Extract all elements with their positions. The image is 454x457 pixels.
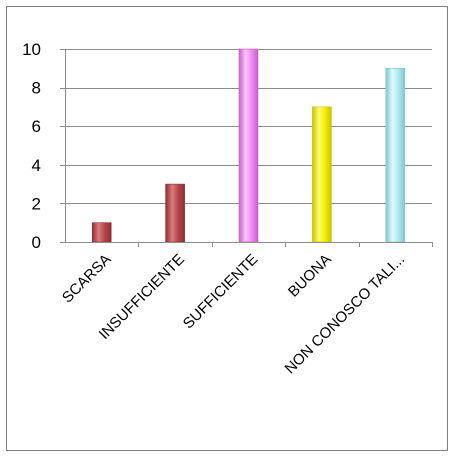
bar-4 xyxy=(385,68,406,243)
y-tick-label: 0 xyxy=(32,233,41,252)
bar-0 xyxy=(91,222,112,243)
y-tick-label: 6 xyxy=(32,117,41,136)
y-tick-labels: 0 2 4 6 8 10 xyxy=(22,40,41,252)
y-tick-label: 10 xyxy=(22,40,41,59)
bar-2 xyxy=(238,48,259,243)
bar-3 xyxy=(312,106,332,243)
y-tick-label: 2 xyxy=(32,194,41,213)
y-tick-label: 8 xyxy=(32,79,41,98)
bar-1 xyxy=(165,183,185,243)
chart-border xyxy=(6,6,448,451)
axes xyxy=(60,49,433,247)
y-tick-label: 4 xyxy=(32,156,41,175)
